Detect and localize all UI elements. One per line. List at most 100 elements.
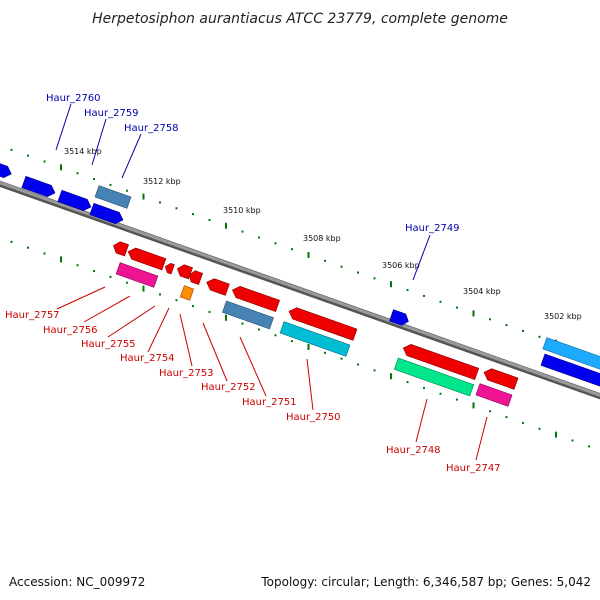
tick-mark — [159, 293, 161, 296]
tick-mark — [93, 270, 95, 273]
tick-mark — [142, 285, 145, 292]
tick-mark — [390, 281, 392, 288]
tick-mark — [258, 236, 260, 239]
gene-arrow[interactable] — [540, 353, 600, 389]
gene-label-haur-2749[interactable]: Haur_2749 — [405, 223, 460, 234]
gene-box[interactable] — [279, 321, 351, 357]
gene-box[interactable] — [94, 185, 132, 209]
gene-arrow[interactable] — [287, 306, 358, 341]
tick-mark — [10, 148, 13, 151]
leader-line — [83, 295, 131, 323]
tick-mark — [324, 351, 326, 354]
tick-mark — [456, 306, 458, 309]
tick-mark — [43, 160, 46, 163]
scale-label: 3512 kbp — [143, 177, 181, 186]
gene-label-haur-2755[interactable]: Haur_2755 — [81, 339, 136, 350]
tick-mark — [93, 178, 95, 181]
tick-mark — [439, 300, 442, 303]
tick-mark — [60, 256, 62, 263]
gene-arrow[interactable] — [401, 342, 480, 381]
tick-mark — [225, 222, 227, 229]
gene-arrow[interactable] — [230, 284, 281, 313]
tick-mark — [192, 305, 194, 308]
accession-text: Accession: NC_009972 — [9, 575, 145, 589]
leader-line — [415, 398, 428, 443]
tick-mark — [60, 164, 62, 171]
tick-mark — [27, 246, 29, 249]
tick-mark — [208, 310, 211, 313]
tick-mark — [522, 421, 524, 424]
tick-mark — [274, 242, 277, 245]
gene-box[interactable] — [393, 357, 475, 397]
tick-mark — [357, 271, 359, 274]
tick-mark — [423, 294, 425, 297]
scale-labels: 3514 kbp 3512 kbp 3510 kbp 3508 kbp 3506… — [64, 147, 582, 321]
gene-arrow[interactable] — [187, 269, 204, 286]
gene-label-haur-2747[interactable]: Haur_2747 — [446, 463, 501, 474]
tick-mark — [472, 310, 475, 317]
leader-line — [55, 103, 72, 151]
tick-mark — [307, 344, 310, 351]
gene-arrow[interactable] — [21, 175, 57, 198]
tick-mark — [142, 193, 145, 200]
gene-arrow[interactable] — [164, 262, 175, 275]
gene-arrow[interactable] — [89, 202, 125, 225]
gene-arrow[interactable] — [482, 367, 519, 390]
tick-mark — [109, 183, 112, 186]
gene-label-haur-2748[interactable]: Haur_2748 — [386, 445, 441, 456]
tick-mark — [373, 369, 376, 372]
gene-box[interactable] — [115, 262, 159, 288]
gene-arrow[interactable] — [205, 277, 230, 296]
gene-label-haur-2760[interactable]: Haur_2760 — [46, 93, 101, 104]
tick-mark — [406, 289, 409, 292]
tick-mark — [505, 324, 508, 327]
tick-mark — [439, 392, 442, 395]
tick-mark — [10, 240, 13, 243]
gene-label-haur-2753[interactable]: Haur_2753 — [159, 368, 214, 379]
gene-box[interactable] — [542, 337, 600, 371]
gene-arrow[interactable] — [57, 189, 93, 212]
gene-label-haur-2754[interactable]: Haur_2754 — [120, 353, 175, 364]
tick-mark — [109, 275, 112, 278]
gene-box[interactable] — [179, 285, 195, 301]
gene-label-haur-2758[interactable]: Haur_2758 — [124, 123, 179, 134]
scale-label: 3510 kbp — [223, 206, 261, 215]
tick-mark — [538, 335, 541, 338]
tick-mark — [588, 445, 590, 448]
tick-mark — [373, 277, 376, 280]
gene-arrow[interactable] — [175, 263, 193, 280]
leader-line — [412, 234, 431, 281]
scale-label: 3506 kbp — [382, 261, 420, 270]
tick-mark — [241, 322, 244, 325]
tick-mark — [406, 381, 409, 384]
leader-line — [147, 307, 170, 353]
gene-arrow[interactable] — [389, 309, 410, 327]
tick-mark — [324, 259, 326, 262]
gene-label-haur-2756[interactable]: Haur_2756 — [43, 325, 98, 336]
forward-gene-labels — [55, 103, 431, 281]
tick-mark — [225, 314, 227, 321]
gene-label-haur-2757[interactable]: Haur_2757 — [5, 310, 60, 321]
gene-box[interactable] — [475, 383, 513, 407]
tick-mark — [159, 201, 161, 204]
gene-arrow[interactable] — [126, 246, 167, 271]
gene-label-haur-2752[interactable]: Haur_2752 — [201, 382, 256, 393]
gene-label-haur-2759[interactable]: Haur_2759 — [84, 108, 139, 119]
scale-label: 3514 kbp — [64, 147, 102, 156]
leader-line — [239, 336, 267, 397]
gene-label-haur-2751[interactable]: Haur_2751 — [242, 397, 297, 408]
leader-line — [56, 286, 106, 310]
tick-mark — [538, 427, 541, 430]
tick-mark — [43, 252, 46, 255]
gene-box[interactable] — [222, 300, 274, 330]
scale-label: 3502 kbp — [544, 312, 582, 321]
gene-arrow[interactable] — [111, 240, 129, 257]
leader-line — [179, 313, 193, 367]
scale-label: 3508 kbp — [303, 234, 341, 243]
gene-label-haur-2750[interactable]: Haur_2750 — [286, 412, 341, 423]
tick-mark — [175, 207, 178, 210]
tick-mark — [175, 299, 178, 302]
gene-arrow[interactable] — [0, 161, 13, 180]
leader-line — [107, 305, 156, 338]
scale-label: 3504 kbp — [463, 287, 501, 296]
